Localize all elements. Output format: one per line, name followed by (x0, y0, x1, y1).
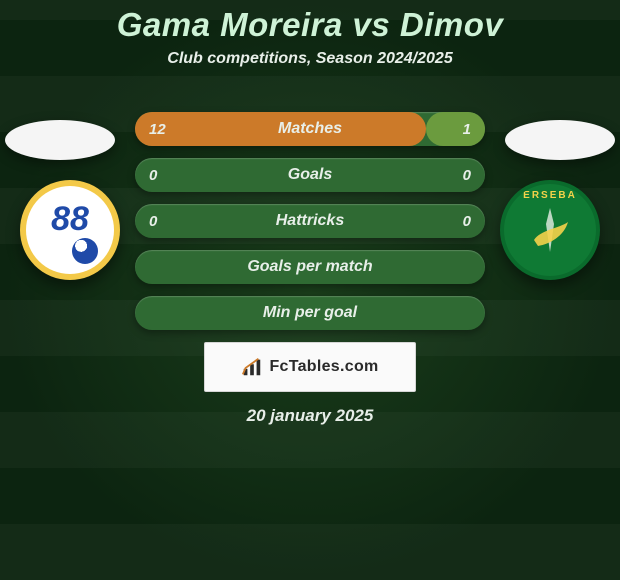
stat-row-goals: 0Goals0 (135, 158, 485, 192)
page-title: Gama Moreira vs Dimov (0, 0, 620, 44)
stat-row-matches: 12Matches1 (135, 112, 485, 146)
stat-row-mpg: Min per goal (135, 296, 485, 330)
stat-label: Min per goal (135, 304, 485, 322)
bar-chart-icon (241, 356, 263, 378)
soccer-ball-icon (72, 238, 98, 264)
watermark: FcTables.com (204, 342, 416, 392)
stat-rows: 12Matches10Goals00Hattricks0Goals per ma… (135, 112, 485, 330)
snapshot-date: 20 january 2025 (0, 406, 620, 426)
club-right-emblem-icon (520, 200, 580, 260)
stat-value-left: 0 (149, 213, 157, 230)
comparison-panel: 88 ERSEBA 12Matches10Goals00Hattricks0Go… (0, 112, 620, 426)
stat-value-right: 0 (463, 167, 471, 184)
stat-row-hattricks: 0Hattricks0 (135, 204, 485, 238)
club-right-arc-text: ERSEBA (523, 190, 577, 201)
stat-value-left: 12 (149, 121, 166, 138)
stat-label: Goals per match (135, 258, 485, 276)
page-subtitle: Club competitions, Season 2024/2025 (0, 50, 620, 68)
club-left-number: 88 (51, 200, 89, 239)
stat-value-right: 1 (463, 121, 471, 138)
stat-value-right: 0 (463, 213, 471, 230)
watermark-text: FcTables.com (269, 358, 378, 376)
stat-value-left: 0 (149, 167, 157, 184)
club-badge-left: 88 (20, 180, 120, 280)
player-avatar-left (5, 120, 115, 160)
stat-label: Matches (135, 120, 485, 138)
stat-label: Goals (135, 166, 485, 184)
stat-label: Hattricks (135, 212, 485, 230)
player-avatar-right (505, 120, 615, 160)
stat-row-gpm: Goals per match (135, 250, 485, 284)
club-badge-right: ERSEBA (500, 180, 600, 280)
